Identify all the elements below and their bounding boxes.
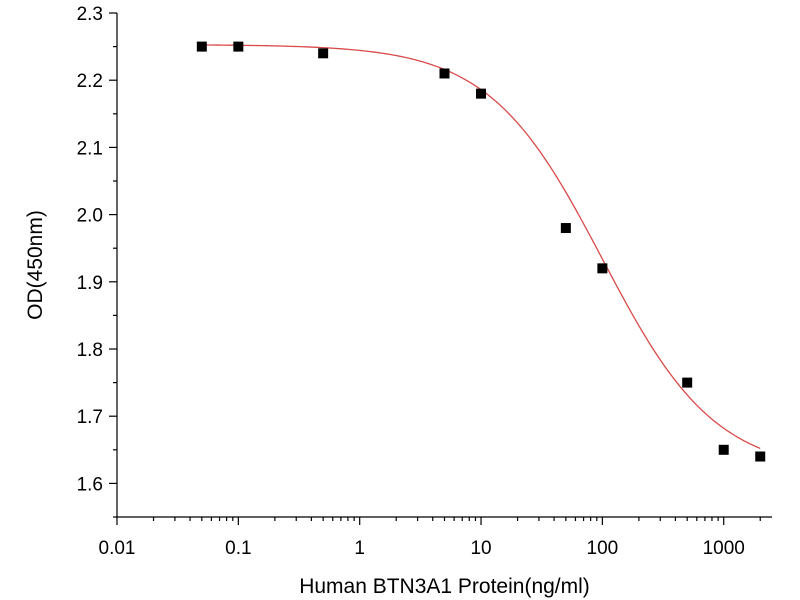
x-tick-label: 10	[470, 538, 491, 559]
x-tick-label: 0.01	[99, 538, 136, 559]
data-point	[476, 88, 487, 99]
y-tick-label: 2.0	[77, 206, 103, 227]
axes	[116, 13, 772, 518]
x-tick-label: 100	[587, 538, 619, 559]
data-point	[560, 223, 571, 234]
y-axis-label: OD(450nm)	[24, 210, 47, 320]
fit-curve	[201, 44, 761, 450]
data-point	[718, 444, 729, 455]
data-point	[755, 451, 766, 462]
data-point	[682, 377, 693, 388]
x-tick-label: 1	[354, 538, 365, 559]
data-point	[196, 41, 207, 52]
data-point	[439, 68, 450, 79]
y-tick-label: 1.6	[77, 474, 103, 495]
y-tick-label: 2.2	[77, 71, 103, 92]
data-point	[597, 263, 608, 274]
y-tick-label: 2.1	[77, 138, 103, 159]
data-point	[318, 48, 329, 59]
y-tick-label: 1.9	[77, 273, 103, 294]
x-tick-label: 1000	[703, 538, 745, 559]
x-axis-label: Human BTN3A1 Protein(ng/ml)	[299, 575, 590, 598]
y-axis-ticks: 1.6 1.7 1.8 1.9 2.0 2.1 2.2 2.3	[77, 4, 117, 518]
y-tick-label: 2.3	[77, 4, 103, 25]
data-points	[196, 41, 766, 462]
x-axis-ticks: 0.01 0.1 1 10 100 1000	[99, 517, 761, 559]
x-tick-label: 0.1	[225, 538, 251, 559]
y-tick-label: 1.8	[77, 340, 103, 361]
y-tick-label: 1.7	[77, 407, 103, 428]
data-point	[233, 41, 244, 52]
